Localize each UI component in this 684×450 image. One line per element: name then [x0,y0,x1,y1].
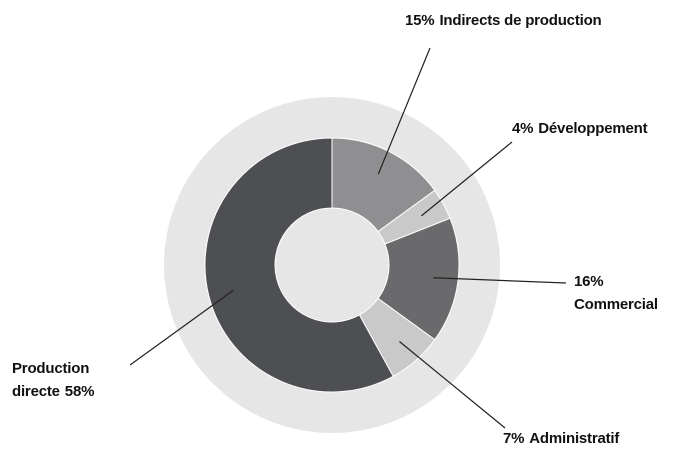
category-label: Développement [538,120,648,137]
slice-label: 16% Commercial [574,270,684,316]
leader-line [377,47,431,175]
value-label: 16% [574,273,604,290]
value-label: 4% [512,120,534,137]
leader-line [129,289,234,366]
leader-line [433,277,567,284]
category-label: Administratif [529,430,620,447]
value-label: 7% [503,430,525,447]
category-label: Indirects de production [439,12,602,29]
slice-label: Production directe 58% [12,357,132,403]
value-label: 15% [405,12,435,29]
slice-label: 15% Indirects de production [405,9,684,32]
donut-slice [204,137,394,393]
leader-line [421,141,513,217]
slice-label: 4% Développement [512,117,684,140]
slice-label: 7% Administratif [503,427,683,450]
leader-line [399,341,506,429]
category-label: Production directe [12,360,90,400]
value-label: 58% [64,383,95,400]
category-label: Commercial [574,296,658,313]
